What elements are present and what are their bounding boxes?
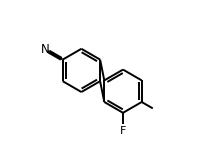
Text: N: N — [41, 43, 50, 56]
Text: F: F — [120, 126, 126, 136]
